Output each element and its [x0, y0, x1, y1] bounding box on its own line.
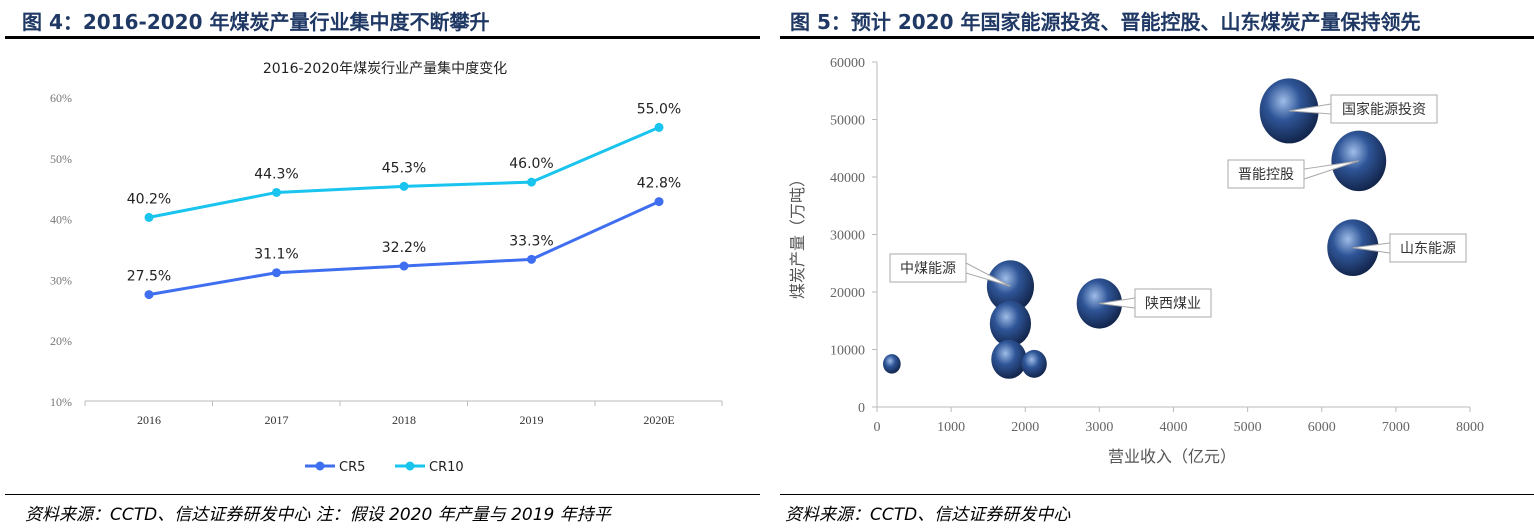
data-label: 40.2% — [127, 191, 171, 207]
left-title-rule — [5, 36, 760, 39]
data-point-cr10 — [399, 181, 409, 191]
x-tick-label: 4000 — [1160, 420, 1188, 435]
bubble-label: 中煤能源 — [900, 261, 956, 277]
x-tick-label: 2000 — [1011, 420, 1039, 435]
y-tick-label: 20% — [50, 334, 72, 348]
label-box — [1134, 288, 1212, 318]
x-tick-label: 8000 — [1456, 420, 1484, 435]
x-tick-label: 2018 — [392, 413, 416, 427]
x-tick-label: 0 — [874, 420, 881, 435]
bubble-label: 晋能控股 — [1238, 167, 1294, 183]
right-source-rule — [780, 494, 1534, 495]
bubble-chart: 0 10000 20000 30000 40000 50000 60000 0 1000 2000… — [788, 56, 1484, 466]
x-tick-label: 2020E — [643, 413, 674, 427]
bubble — [1021, 349, 1047, 378]
y-tick-label: 60% — [50, 91, 72, 105]
y-tick-label: 0 — [858, 401, 865, 416]
right-figure-title: 图 5：预计 2020 年国家能源投资、晋能控股、山东煤炭产量保持领先 — [790, 10, 1421, 34]
data-label: 44.3% — [254, 166, 298, 182]
data-point-cr10 — [527, 177, 536, 187]
data-point-cr5 — [399, 261, 409, 271]
bubble — [991, 339, 1027, 379]
legend-label-cr10: CR10 — [429, 460, 464, 475]
legend-marker-cr10 — [405, 461, 415, 471]
data-label: 42.8% — [637, 176, 681, 192]
right-title-rule — [780, 36, 1534, 39]
x-tick-label: 5000 — [1234, 420, 1262, 435]
x-axis-title: 营业收入（亿元） — [1108, 447, 1236, 466]
left-figure-title: 图 4：2016-2020 年煤炭产量行业集中度不断攀升 — [22, 10, 490, 34]
y-tick-label: 20000 — [830, 286, 865, 301]
data-point-cr10 — [144, 212, 154, 222]
label-box — [889, 253, 967, 283]
x-tick-label: 2017 — [265, 413, 289, 427]
x-tick-label: 6000 — [1308, 420, 1336, 435]
chart-title: 2016-2020年煤炭行业产量集中度变化 — [263, 60, 507, 77]
bubble — [882, 354, 901, 374]
label-box — [1389, 233, 1467, 263]
x-tick-label: 3000 — [1085, 420, 1113, 435]
data-point-cr10 — [654, 122, 664, 132]
label-box — [1330, 94, 1438, 124]
label-box — [1227, 159, 1305, 189]
data-point-cr5 — [527, 254, 536, 264]
x-tick-label: 2016 — [137, 413, 161, 427]
data-label: 31.1% — [254, 247, 298, 263]
y-tick-label: 10% — [50, 395, 72, 409]
data-label: 55.0% — [637, 101, 681, 117]
right-source: 资料来源：CCTD、信达证券研发中心 — [785, 505, 1071, 525]
data-label: 46.0% — [509, 156, 553, 172]
y-tick-label: 40% — [50, 213, 72, 227]
bubble-label: 陕西煤业 — [1145, 296, 1201, 312]
y-tick-label: 30% — [50, 273, 72, 287]
bubble — [989, 300, 1032, 347]
y-tick-label: 40000 — [830, 171, 865, 186]
line-chart: 2016-2020年煤炭行业产量集中度变化 10% 20% 30% 40% 50% 60% 2… — [50, 60, 723, 475]
y-tick-label: 10000 — [830, 344, 865, 359]
x-tick-label: 7000 — [1382, 420, 1410, 435]
legend-marker-cr5 — [315, 461, 325, 471]
bubble-label: 山东能源 — [1400, 241, 1456, 257]
y-tick-label: 50% — [50, 152, 72, 166]
left-source: 资料来源：CCTD、信达证券研发中心 注：假设 2020 年产量与 2019 年… — [25, 505, 611, 525]
bubble-label: 国家能源投资 — [1342, 101, 1426, 118]
data-label: 33.3% — [509, 233, 553, 249]
y-axis-title: 煤炭产量（万吨） — [788, 171, 807, 299]
data-label: 32.2% — [382, 240, 426, 256]
data-point-cr5 — [144, 290, 154, 300]
y-tick-label: 30000 — [830, 229, 865, 244]
data-label: 45.3% — [382, 160, 426, 176]
data-point-cr5 — [272, 268, 281, 278]
left-source-rule — [5, 494, 760, 495]
data-point-cr10 — [272, 187, 281, 197]
y-tick-label: 50000 — [830, 114, 865, 129]
x-tick-label: 1000 — [937, 420, 965, 435]
legend-label-cr5: CR5 — [339, 460, 365, 475]
x-tick-label: 2019 — [520, 413, 544, 427]
data-label: 27.5% — [127, 269, 171, 285]
y-tick-label: 60000 — [830, 56, 865, 71]
data-point-cr5 — [654, 197, 664, 207]
